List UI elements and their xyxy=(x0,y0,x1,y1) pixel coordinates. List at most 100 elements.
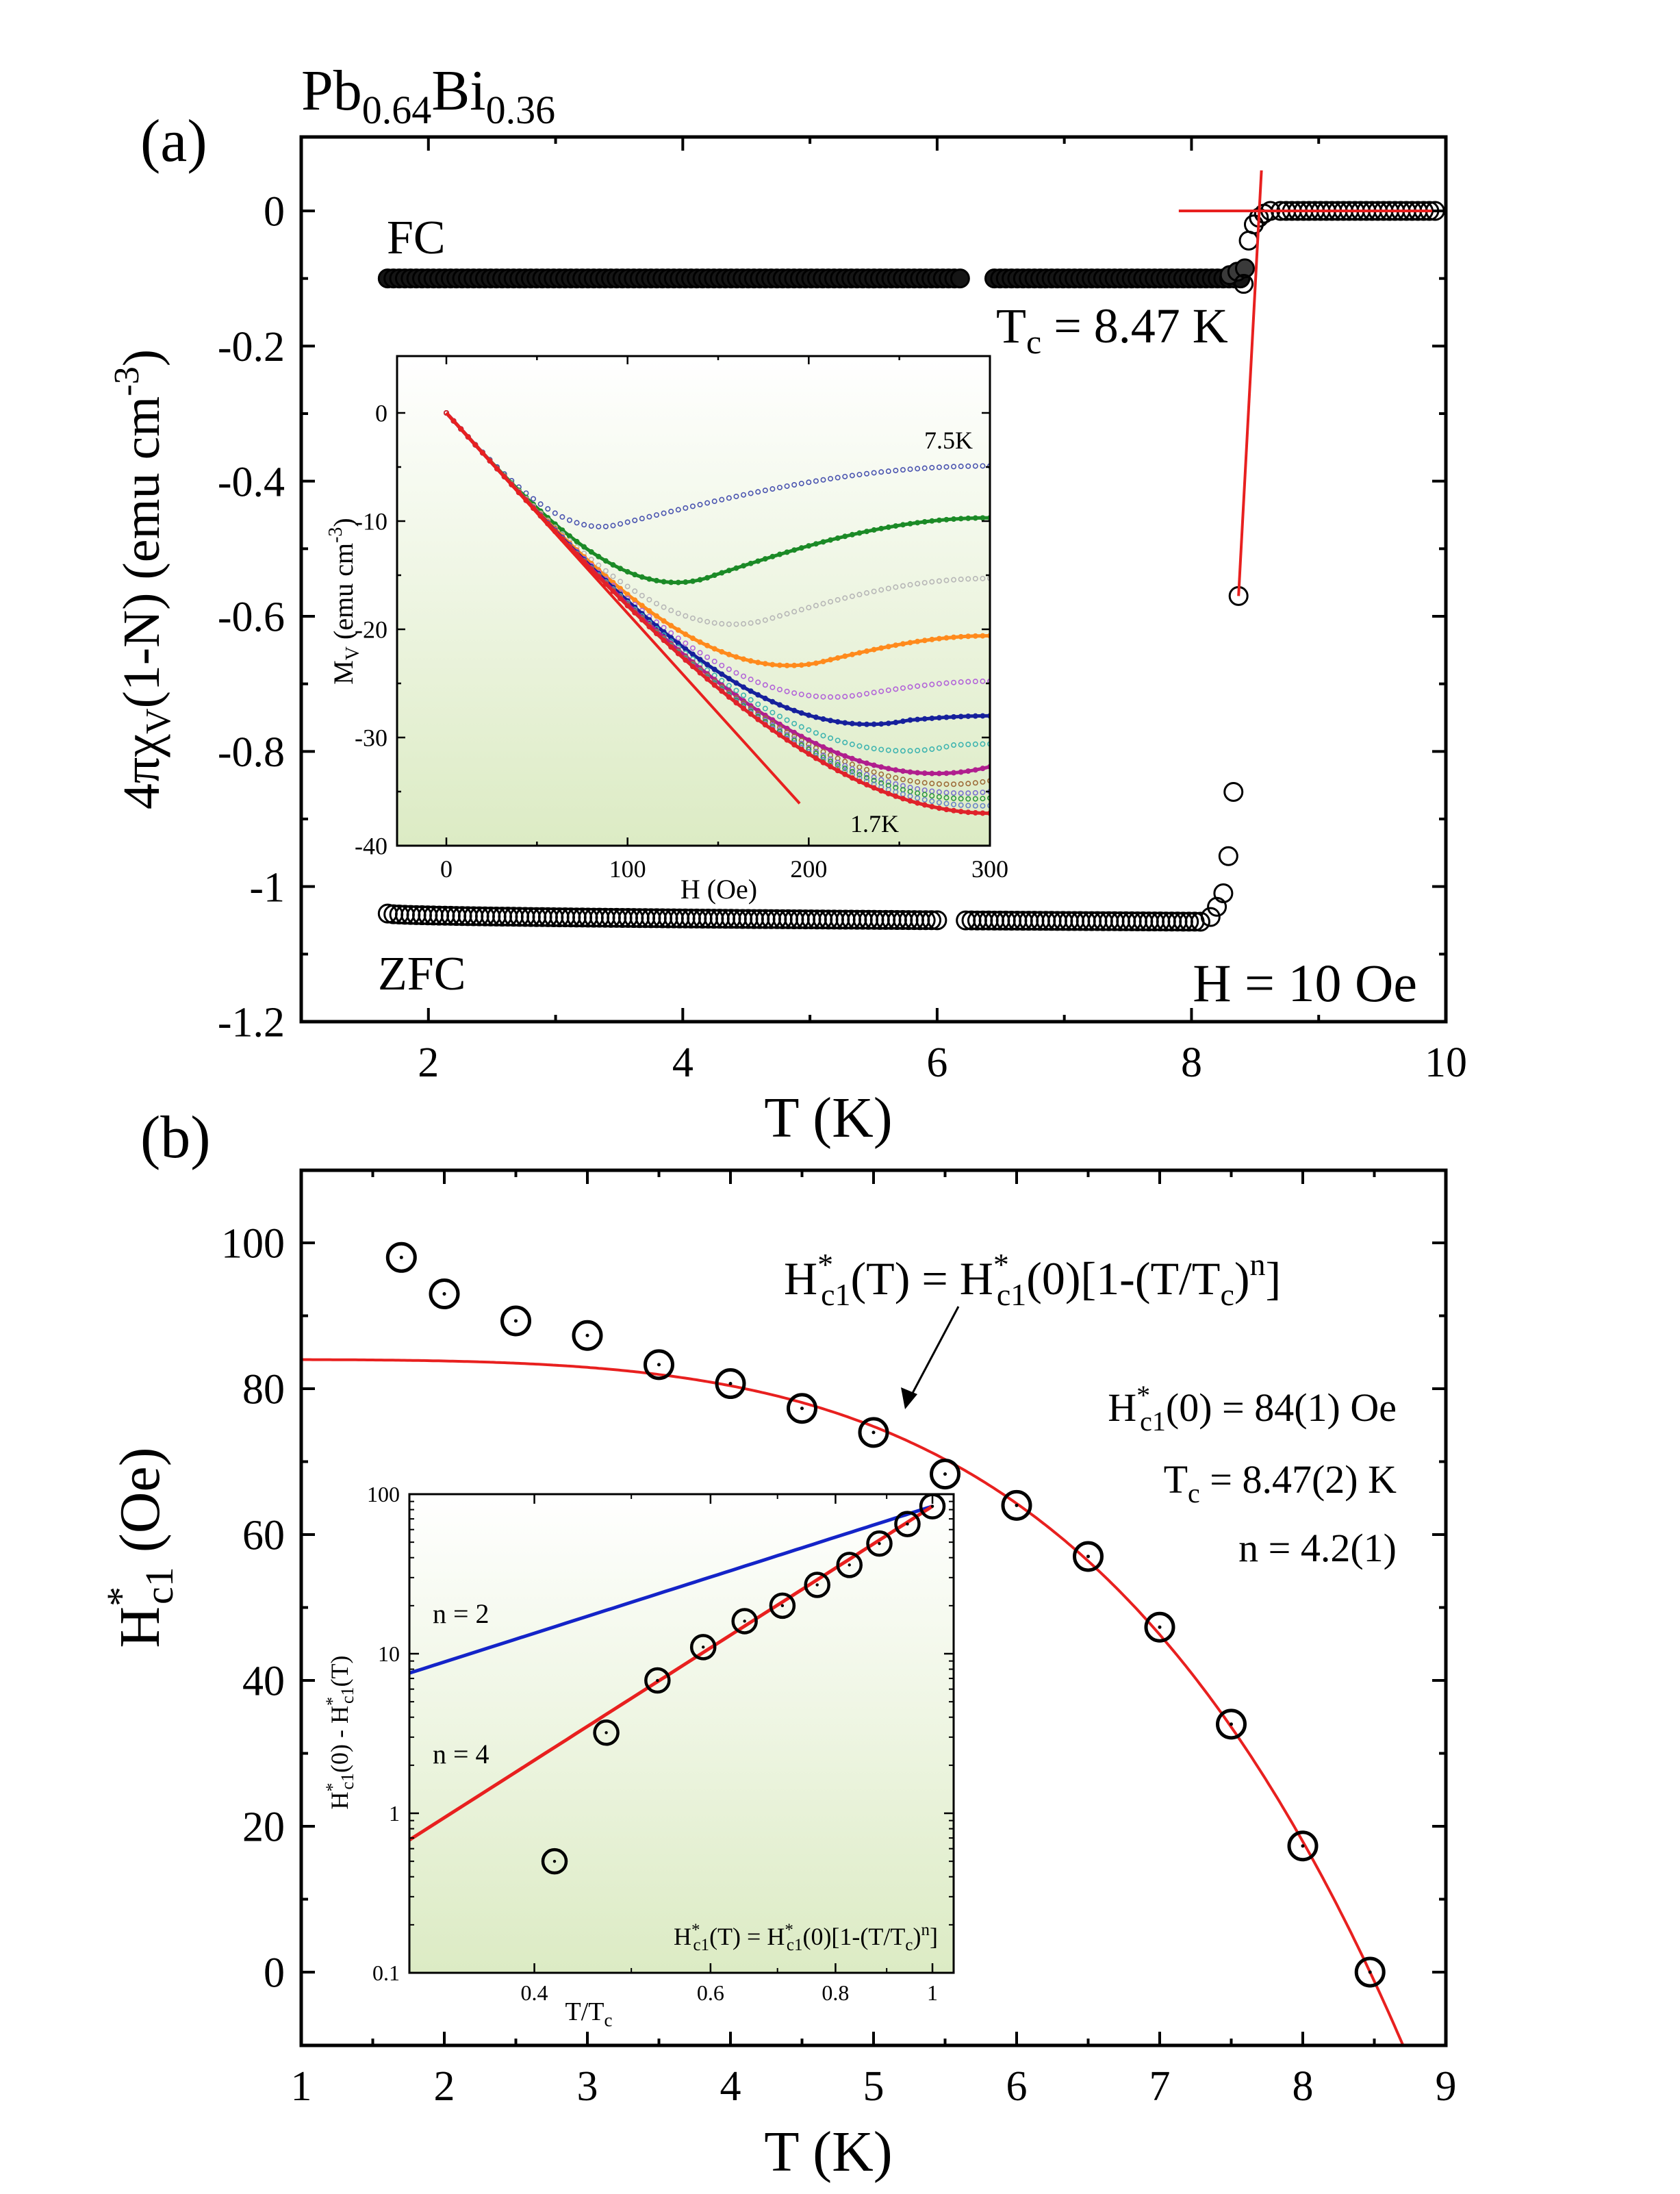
mh-point xyxy=(972,515,978,521)
mh-point xyxy=(958,802,964,808)
mh-point xyxy=(704,500,711,506)
mh-point xyxy=(980,810,986,816)
mh-point xyxy=(878,469,884,475)
mh-point xyxy=(965,796,971,802)
delta-h-point xyxy=(836,1552,863,1578)
mh-point xyxy=(798,724,804,730)
delta-h-point-center xyxy=(878,1541,881,1546)
x-tick-label: 7 xyxy=(1149,2063,1171,2110)
mh-point xyxy=(871,646,877,653)
mh-point xyxy=(683,631,689,638)
mh-point xyxy=(719,671,725,677)
panel-b-xlabel: T (K) xyxy=(764,2120,892,2184)
mh-point xyxy=(849,720,855,727)
mh-point xyxy=(987,764,990,770)
mh-point xyxy=(929,464,935,470)
x-tick-label: 10 xyxy=(1425,1039,1467,1086)
mh-point xyxy=(929,636,935,642)
mh-point xyxy=(726,666,732,672)
delta-h-point xyxy=(644,1667,671,1694)
mh-point xyxy=(936,770,942,777)
mh-point xyxy=(936,794,942,800)
mh-point xyxy=(776,721,782,727)
mh-point xyxy=(769,709,776,716)
power-law-line xyxy=(409,1504,934,1842)
hc1-point xyxy=(1144,1611,1175,1643)
hc1-point xyxy=(1354,1956,1386,1988)
mh-point xyxy=(675,651,681,657)
x-tick-label: 9 xyxy=(1436,2063,1457,2110)
mh-point xyxy=(697,657,703,663)
mh-point xyxy=(828,747,834,753)
mh-point xyxy=(776,484,782,490)
mh-point xyxy=(878,645,884,651)
mh-point xyxy=(987,713,990,719)
mh-point xyxy=(820,601,826,607)
mh-point xyxy=(936,635,942,642)
delta-h-point xyxy=(866,1530,893,1557)
y-tick-label: -40 xyxy=(355,833,387,860)
mh-point xyxy=(602,523,609,529)
y-tick-label: -0.2 xyxy=(218,324,285,370)
inset-b-frame xyxy=(408,1493,955,1974)
mh-point xyxy=(915,683,921,689)
fc-label: FC xyxy=(387,212,446,264)
mh-point xyxy=(828,764,834,770)
mh-point xyxy=(741,656,747,662)
mh-point xyxy=(936,805,942,811)
mh-point xyxy=(864,760,870,766)
mh-point xyxy=(741,621,747,627)
mh-point xyxy=(929,746,935,753)
mh-point xyxy=(878,764,884,770)
hc1-point xyxy=(1216,1708,1247,1740)
hc1-point xyxy=(429,1278,460,1310)
mh-point xyxy=(943,635,950,641)
mh-point xyxy=(741,692,747,698)
mh-point xyxy=(581,544,587,550)
param-n: n = 4.2(1) xyxy=(1238,1526,1397,1570)
mh-point xyxy=(487,458,493,464)
mh-point xyxy=(929,781,935,787)
mh-point xyxy=(842,771,848,777)
mh-point xyxy=(951,679,957,685)
hc1-point xyxy=(572,1320,603,1351)
mh-point xyxy=(711,572,717,578)
mh-point xyxy=(697,639,703,645)
mh-point xyxy=(559,514,565,520)
mh-point xyxy=(849,766,855,772)
mh-point xyxy=(689,615,696,621)
mh-point xyxy=(828,694,834,700)
inset-b-formula: H* c1(T) = H* c1(0)[1-(T/Tc)n] xyxy=(674,1921,938,1954)
delta-h-point-center xyxy=(743,1619,746,1623)
mh-point xyxy=(871,527,877,533)
mh-point xyxy=(618,521,624,527)
mh-point xyxy=(828,476,834,482)
mh-point xyxy=(849,742,855,748)
delta-h-point xyxy=(894,1511,921,1537)
mh-point xyxy=(885,773,891,779)
mh-point xyxy=(893,774,899,781)
x-tick-label: 200 xyxy=(790,855,827,883)
mh-point xyxy=(987,795,990,801)
mh-point xyxy=(965,463,971,469)
mh-point xyxy=(893,523,899,529)
mh-point xyxy=(552,510,558,516)
mh-point xyxy=(951,770,957,776)
x-tick-label: 0.6 xyxy=(697,1980,724,2005)
mh-point xyxy=(856,758,863,764)
panel-a-frame xyxy=(299,135,1448,1024)
mh-point xyxy=(762,705,768,711)
mh-point xyxy=(915,466,921,472)
mh-point xyxy=(958,742,964,748)
mh-point xyxy=(791,742,798,748)
mh-point xyxy=(668,508,674,514)
mh-point xyxy=(675,627,681,633)
hc1-point xyxy=(715,1368,746,1400)
mh-point xyxy=(907,748,913,754)
delta-h-point xyxy=(689,1634,717,1661)
mh-point xyxy=(697,617,703,623)
hc1-point-center xyxy=(1015,1503,1019,1507)
mh-point xyxy=(683,579,689,585)
mh-point xyxy=(618,596,624,602)
mh-point xyxy=(820,477,826,483)
